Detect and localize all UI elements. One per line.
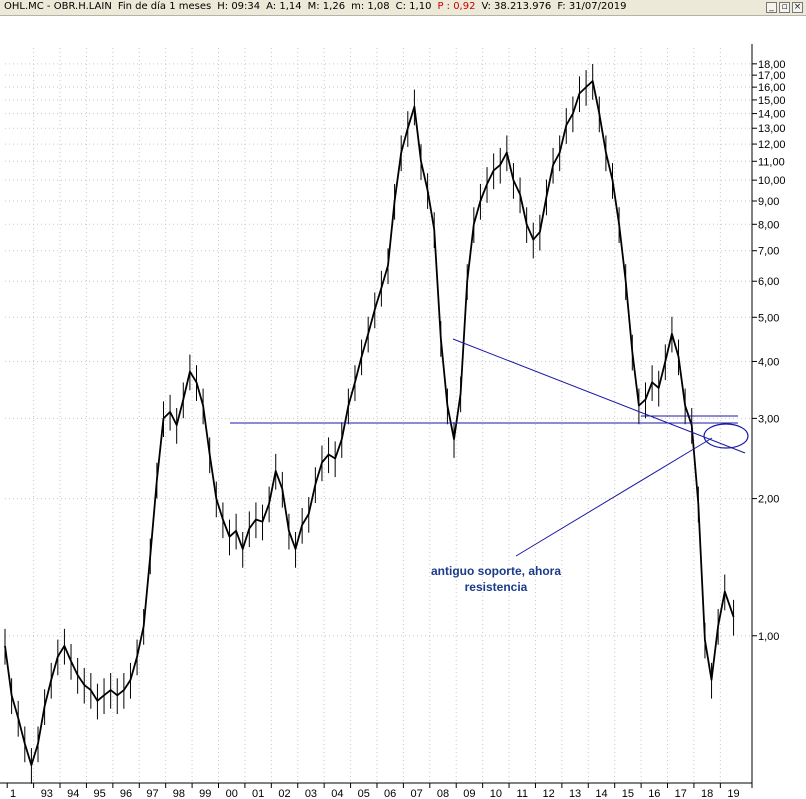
open-label: A: 1,14 — [266, 1, 302, 12]
minimize-button[interactable]: _ — [766, 2, 777, 13]
annotation-arrow — [515, 437, 713, 557]
y-tick-label: 7,00 — [758, 246, 779, 258]
grid — [5, 48, 752, 783]
x-tick-label: 99 — [199, 788, 211, 799]
window-titlebar: OHL.MC - OBR.H.LAIN Fin de día 1 meses H: … — [0, 0, 806, 16]
restore-button[interactable]: ▫ — [779, 2, 790, 13]
diagonal-trendline[interactable] — [452, 338, 746, 454]
x-tick-label: 01 — [252, 788, 264, 799]
x-tick-label: 13 — [569, 788, 581, 799]
time-label: H: 09:34 — [217, 1, 261, 12]
x-tick-label: 94 — [67, 788, 79, 799]
max-label: M: 1,26 — [307, 1, 346, 12]
y-tick-label: 10,00 — [758, 175, 786, 187]
y-tick-label: 13,00 — [758, 123, 786, 135]
x-tick-label: 08 — [437, 788, 449, 799]
x-tick-label: 1 — [10, 788, 16, 799]
min-label: m: 1,08 — [351, 1, 390, 12]
x-tick-label: 96 — [120, 788, 132, 799]
y-tick-label: 8,00 — [758, 219, 779, 231]
x-tick-label: 98 — [173, 788, 185, 799]
x-tick-label: 97 — [146, 788, 158, 799]
x-tick-label: 09 — [463, 788, 475, 799]
x-tick-label: 10 — [490, 788, 502, 799]
date-label: F: 31/07/2019 — [557, 1, 627, 12]
x-tick-label: 04 — [331, 788, 343, 799]
annotation-line1: antiguo soporte, ahora — [431, 564, 561, 578]
close-label: C: 1,10 — [395, 1, 432, 12]
ticker-label: OHL.MC - OBR.H.LAIN — [4, 1, 112, 12]
y-tick-label: 12,00 — [758, 139, 786, 151]
price-series — [4, 64, 735, 784]
x-tick-label: 93 — [41, 788, 53, 799]
x-tick-label: 15 — [622, 788, 634, 799]
x-tick-label: 05 — [358, 788, 370, 799]
axes — [0, 44, 753, 788]
x-tick-label: 00 — [226, 788, 238, 799]
x-tick-label: 06 — [384, 788, 396, 799]
x-tick-label: 95 — [94, 788, 106, 799]
y-tick-label: 1,00 — [758, 631, 779, 643]
period-label: Fin de día 1 meses — [117, 1, 212, 12]
x-tick-label: 14 — [595, 788, 607, 799]
price-chart[interactable]: 1,00 2,00 3,00 4,00 5,00 6,00 7,00 8,00 9,00 10,0… — [0, 16, 806, 799]
y-axis-ticks: 1,00 2,00 3,00 4,00 5,00 6,00 7,00 8,00 9,00 10,0… — [752, 59, 786, 643]
y-tick-label: 14,00 — [758, 109, 786, 121]
highlight-circle — [703, 423, 749, 449]
y-tick-label: 9,00 — [758, 196, 779, 208]
x-tick-label: 18 — [701, 788, 713, 799]
chart-title: OHL.MC - OBR.H.LAIN Fin de día 1 meses H: … — [4, 1, 626, 12]
x-tick-label: 02 — [278, 788, 290, 799]
y-tick-label: 16,00 — [758, 82, 786, 94]
y-tick-label: 5,00 — [758, 312, 779, 324]
y-tick-label: 6,00 — [758, 276, 779, 288]
close-button[interactable]: × — [792, 2, 803, 13]
y-tick-label: 4,00 — [758, 356, 779, 368]
y-tick-label: 11,00 — [758, 156, 785, 168]
pct-label: P : 0,92 — [437, 1, 476, 12]
y-tick-label: 3,00 — [758, 413, 779, 425]
x-tick-label: 16 — [648, 788, 660, 799]
y-tick-label: 15,00 — [758, 95, 786, 107]
x-tick-label: 03 — [305, 788, 317, 799]
y-tick-label: 2,00 — [758, 494, 779, 506]
trendlines — [230, 338, 749, 557]
x-axis-ticks: 1 93 94 95 96 97 98 99 00 01 02 03 04 05 06 07 08 09 10 11 1… — [6, 783, 740, 799]
x-tick-label: 17 — [675, 788, 687, 799]
annotation-line2: resistencia — [465, 580, 528, 594]
x-tick-label: 12 — [543, 788, 555, 799]
x-tick-label: 11 — [517, 788, 528, 799]
y-tick-label: 17,00 — [758, 70, 786, 82]
y-tick-label: 18,00 — [758, 59, 786, 71]
volume-label: V: 38.213.976 — [481, 1, 552, 12]
x-tick-label: 07 — [410, 788, 422, 799]
x-tick-label: 19 — [727, 788, 739, 799]
